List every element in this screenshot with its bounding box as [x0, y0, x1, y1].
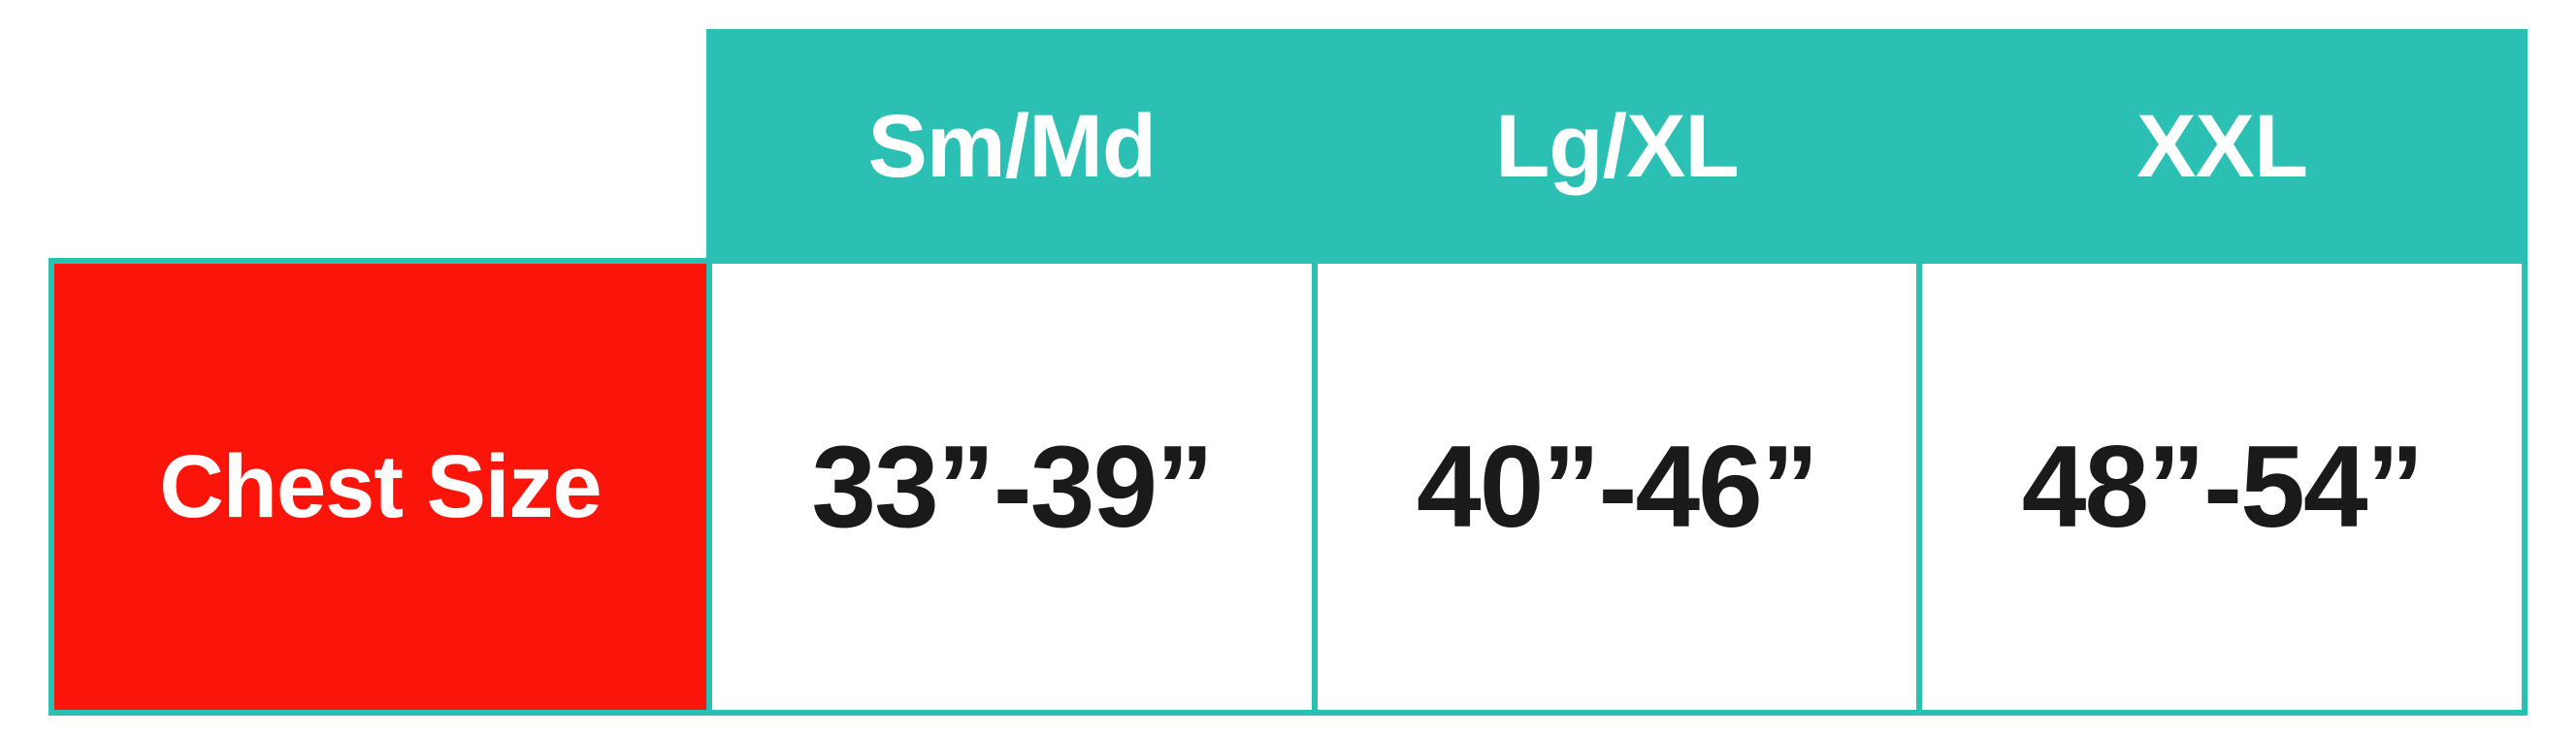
header-empty-corner	[51, 32, 709, 261]
header-row: Sm/Md Lg/XL XXL	[51, 32, 2525, 261]
size-chart-table-container: Sm/Md Lg/XL XXL Chest Size 33”-39” 40”-4…	[49, 29, 2527, 716]
header-cell-sm-md: Sm/Md	[709, 32, 1315, 261]
value-cell-sm-md: 33”-39”	[709, 261, 1315, 713]
data-row: Chest Size 33”-39” 40”-46” 48”-54”	[51, 261, 2525, 713]
value-cell-lg-xl: 40”-46”	[1315, 261, 1920, 713]
row-label-chest-size: Chest Size	[51, 261, 709, 713]
size-chart-table: Sm/Md Lg/XL XXL Chest Size 33”-39” 40”-4…	[49, 29, 2527, 716]
header-cell-xxl: XXL	[1919, 32, 2525, 261]
value-cell-xxl: 48”-54”	[1919, 261, 2525, 713]
header-cell-lg-xl: Lg/XL	[1315, 32, 1920, 261]
